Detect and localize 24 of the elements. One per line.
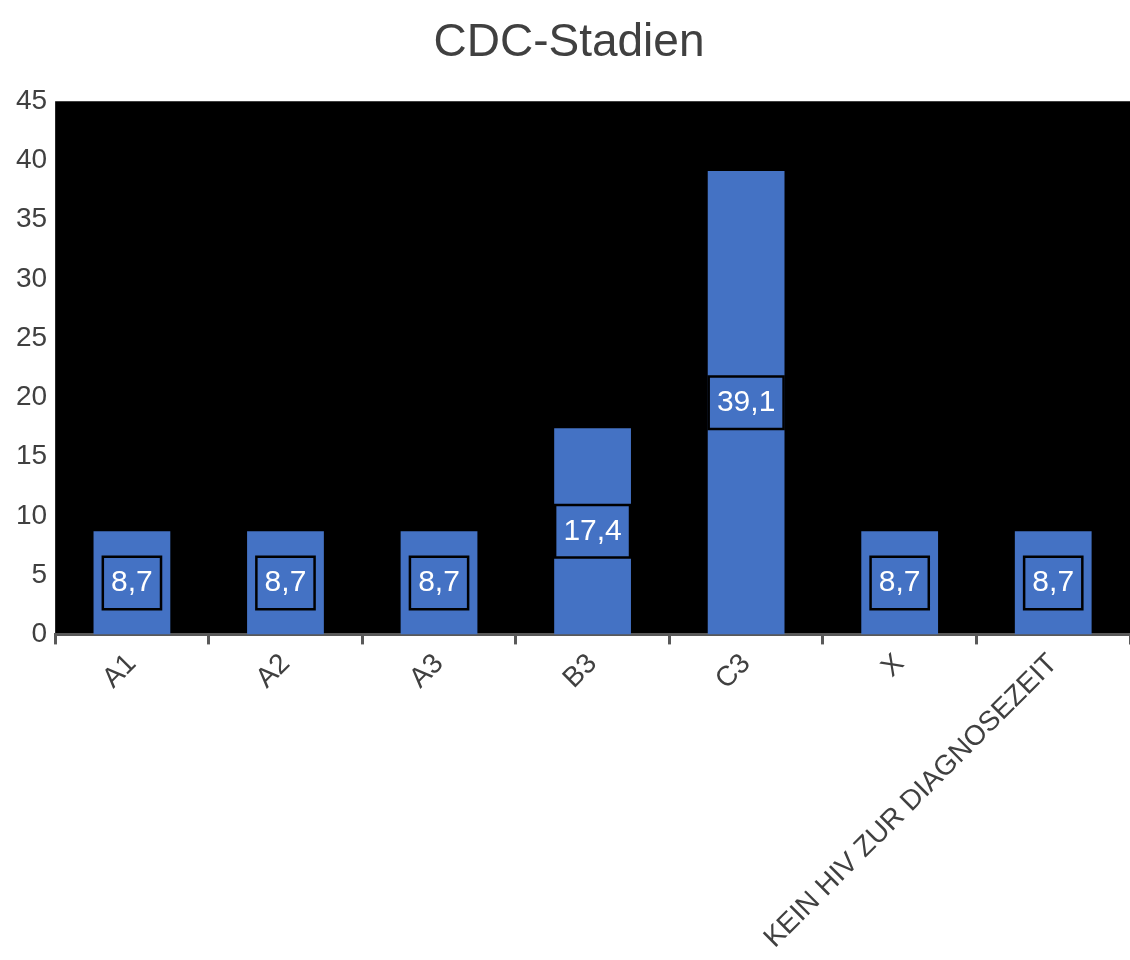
data-label: 8,7 bbox=[111, 564, 153, 598]
y-tick-label: 35 bbox=[15, 202, 48, 234]
y-tick-label: 45 bbox=[15, 83, 48, 115]
data-label: 39,1 bbox=[716, 384, 776, 418]
data-label: 8,7 bbox=[1032, 564, 1075, 598]
data-label: 8,7 bbox=[878, 564, 921, 598]
y-tick-label: 25 bbox=[15, 320, 48, 352]
x-tick-label: A3 bbox=[402, 647, 449, 694]
y-tick-label: 40 bbox=[15, 143, 48, 175]
bar bbox=[707, 171, 785, 635]
x-tick-label: B3 bbox=[556, 647, 603, 694]
x-tick-label: C3 bbox=[708, 647, 756, 695]
y-tick-label: 0 bbox=[31, 617, 48, 649]
y-tick-label: 30 bbox=[15, 261, 48, 293]
y-tick-label: 15 bbox=[15, 439, 48, 471]
x-tick-label: A1 bbox=[95, 647, 142, 694]
y-tick-label: 5 bbox=[31, 557, 48, 589]
data-label: 8,7 bbox=[418, 564, 460, 598]
x-tick-label: A2 bbox=[249, 647, 296, 694]
y-tick-label: 20 bbox=[15, 380, 48, 412]
data-label: 17,4 bbox=[563, 512, 622, 546]
y-tick-label: 10 bbox=[15, 498, 48, 530]
data-label: 8,7 bbox=[264, 564, 307, 598]
chart-title: CDC-Stadien bbox=[433, 14, 705, 67]
